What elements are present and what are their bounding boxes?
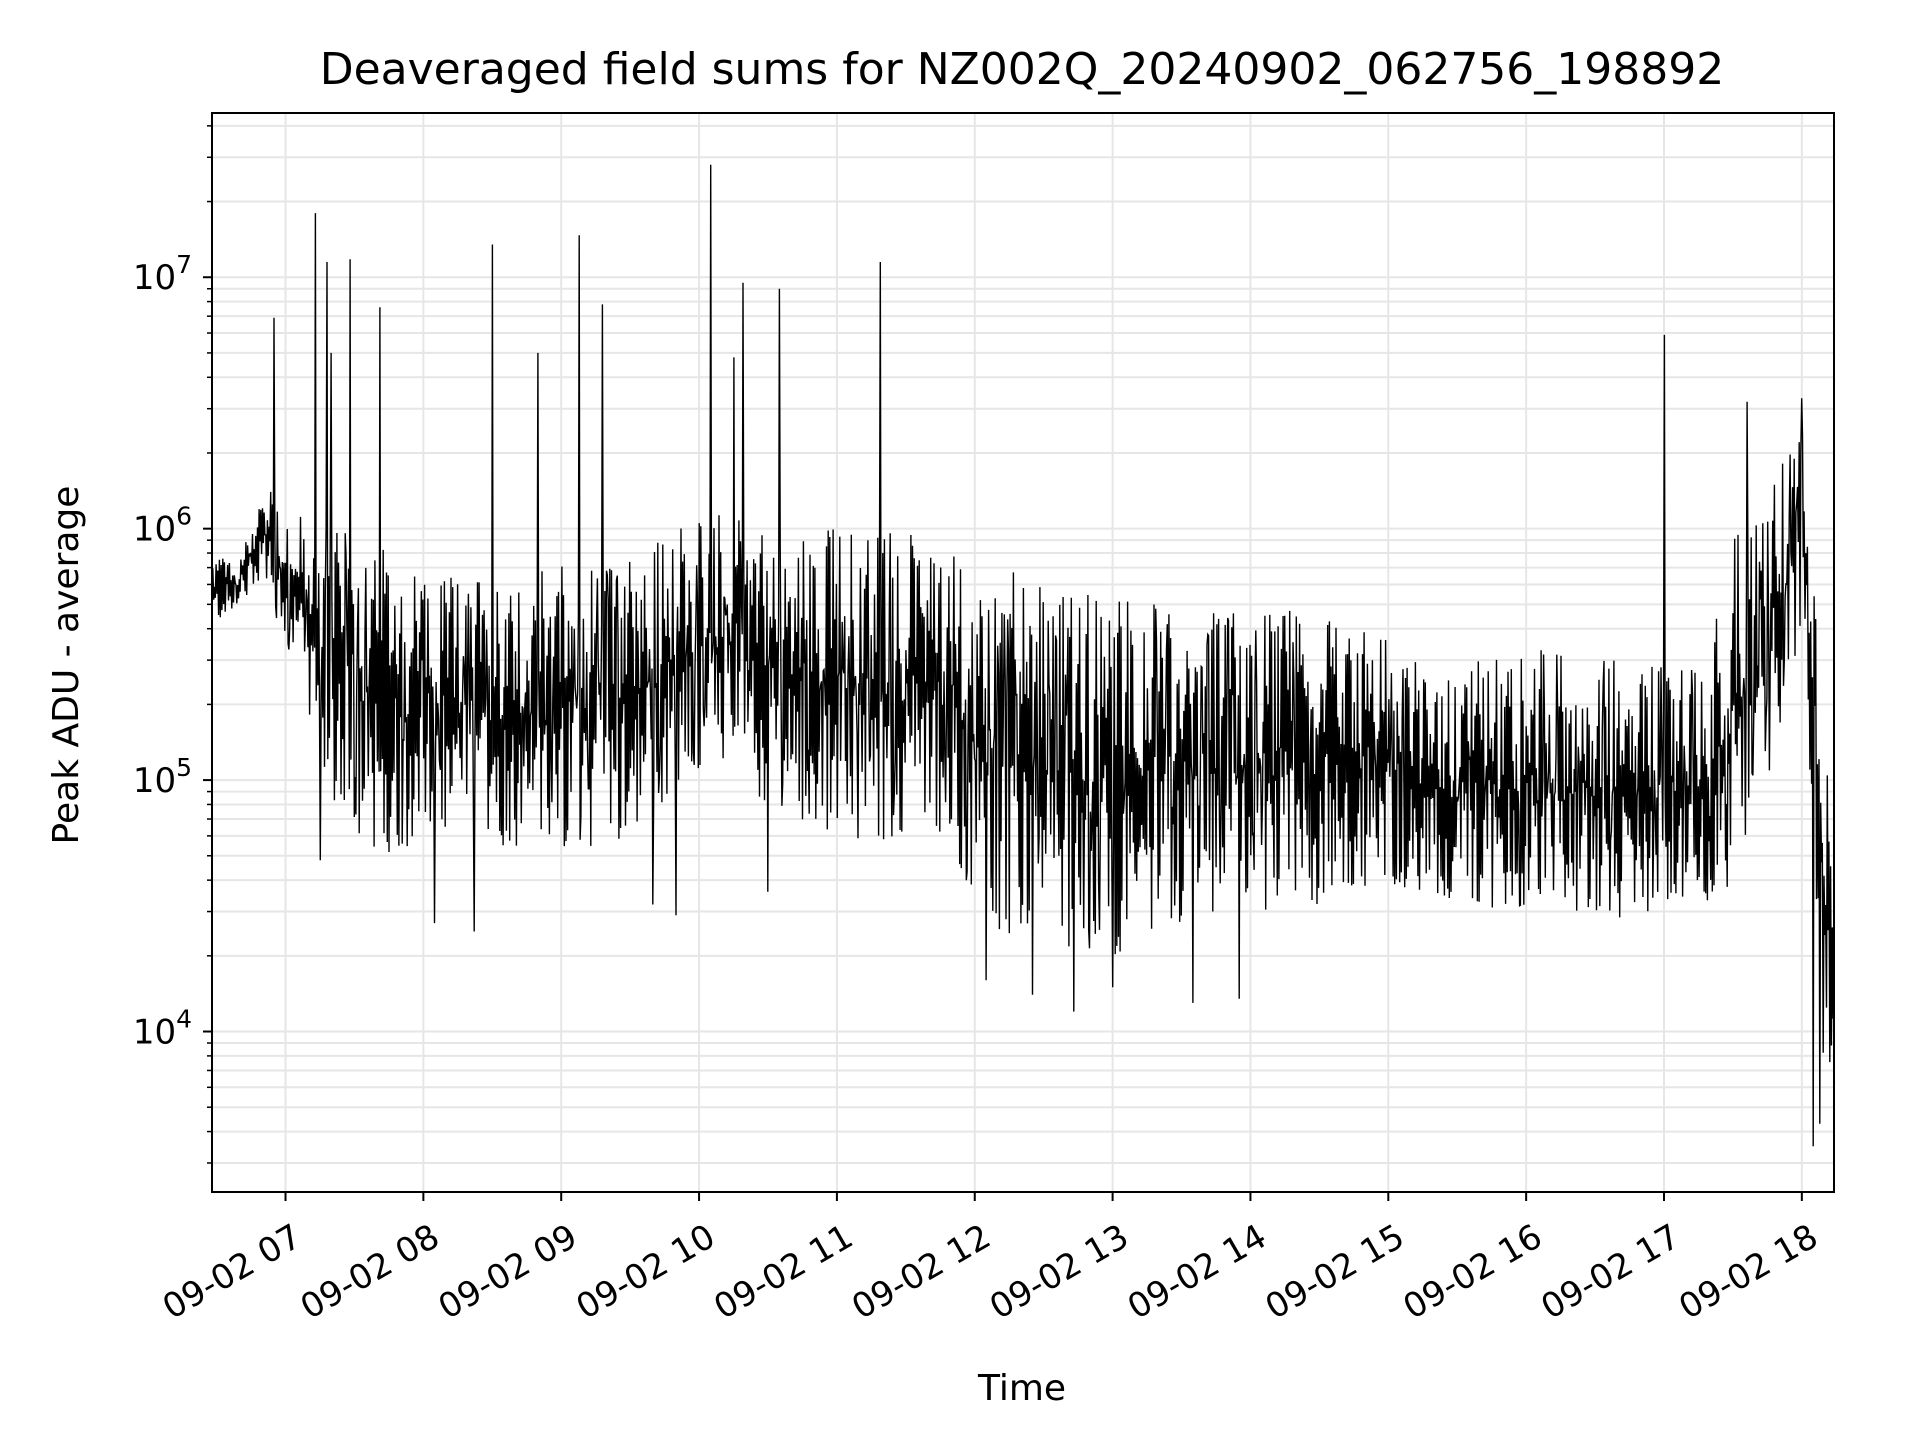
y-axis-label: Peak ADU - average [46, 486, 87, 845]
plot-frame [211, 112, 1835, 1193]
x-axis-label: Time [977, 1368, 1066, 1409]
y-tick-label: 105 [133, 753, 192, 801]
y-axis-ticks: 104 105 106 107 [133, 250, 192, 1052]
chart-title: Deaveraged field sums for NZ002Q_2024090… [320, 44, 1725, 95]
y-tick-label: 106 [133, 502, 192, 550]
series-path [211, 164, 1835, 1147]
axes [203, 112, 1835, 1201]
y-tick-label: 107 [133, 250, 192, 298]
y-tick-label: 104 [133, 1005, 192, 1053]
series-line [211, 164, 1835, 1147]
